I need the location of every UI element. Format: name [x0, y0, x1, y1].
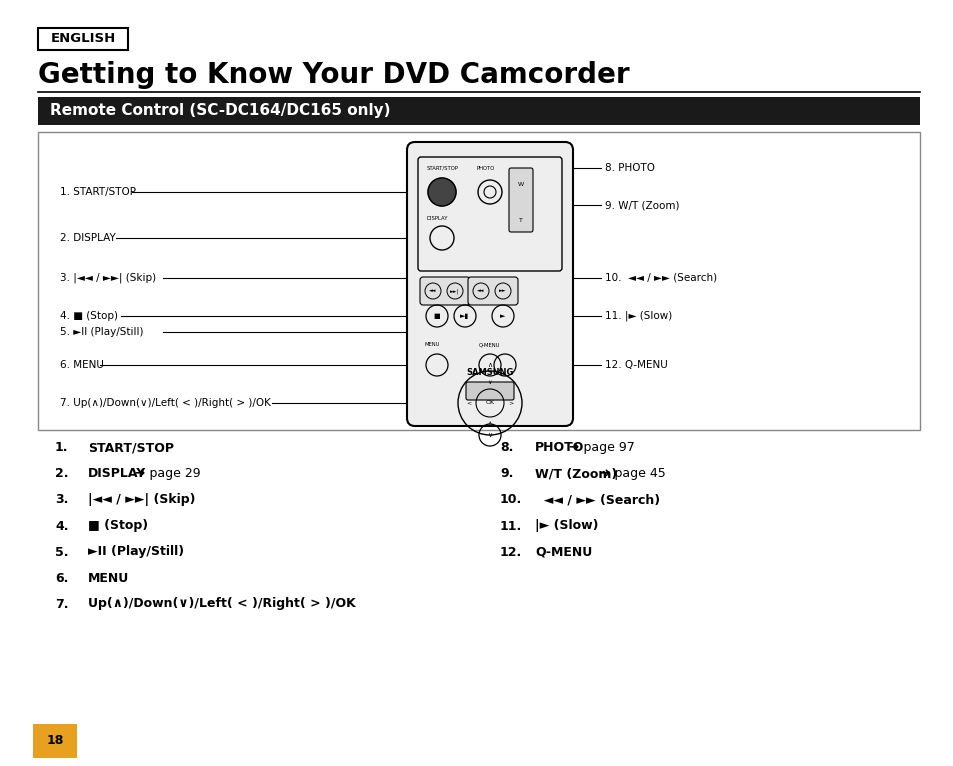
Text: ➜ page 29: ➜ page 29: [131, 467, 200, 480]
FancyBboxPatch shape: [465, 382, 514, 400]
Text: PHOTO: PHOTO: [476, 165, 495, 171]
Text: SAMSUNG: SAMSUNG: [466, 368, 513, 378]
FancyBboxPatch shape: [419, 277, 470, 305]
Text: 4.: 4.: [55, 519, 69, 532]
Text: OK: OK: [485, 401, 494, 405]
FancyBboxPatch shape: [468, 277, 517, 305]
Text: ∨: ∨: [487, 432, 492, 438]
Text: 6.: 6.: [55, 571, 69, 584]
Text: ►: ►: [499, 313, 505, 319]
Text: ∧: ∧: [487, 362, 492, 368]
Text: >: >: [508, 401, 513, 405]
Text: Q-MENU: Q-MENU: [478, 342, 500, 348]
Text: ►II (Play/Still): ►II (Play/Still): [88, 545, 184, 558]
Text: 8. PHOTO: 8. PHOTO: [604, 163, 655, 173]
FancyBboxPatch shape: [417, 157, 561, 271]
Text: ➜ page 45: ➜ page 45: [596, 467, 665, 480]
Text: W: W: [517, 182, 523, 186]
Text: 18: 18: [47, 735, 64, 748]
Text: PHOTO: PHOTO: [535, 441, 584, 454]
Text: Q-MENU: Q-MENU: [535, 545, 592, 558]
Text: START/STOP: START/STOP: [88, 441, 173, 454]
Text: W/T (Zoom): W/T (Zoom): [535, 467, 617, 480]
Bar: [38, 132, 919, 430]
Text: ◄◄ / ►► (Search): ◄◄ / ►► (Search): [535, 493, 659, 506]
Text: ENGLISH: ENGLISH: [51, 32, 115, 45]
Text: ◄◄: ◄◄: [429, 289, 436, 293]
Bar: [38, 28, 128, 50]
Bar: [33, 724, 77, 758]
Text: ■ (Stop): ■ (Stop): [88, 519, 148, 532]
Text: 2.: 2.: [55, 467, 69, 480]
Text: T: T: [518, 218, 522, 222]
Text: |◄◄ / ►►| (Skip): |◄◄ / ►►| (Skip): [88, 493, 195, 506]
Text: 8.: 8.: [499, 441, 513, 454]
Text: ∧: ∧: [487, 421, 492, 427]
Text: 10.  ◄◄ / ►► (Search): 10. ◄◄ / ►► (Search): [604, 273, 717, 283]
Text: Up(∧)/Down(∨)/Left( < )/Right( > )/OK: Up(∧)/Down(∨)/Left( < )/Right( > )/OK: [88, 597, 355, 611]
Text: START/STOP: START/STOP: [427, 165, 458, 171]
Text: 9.: 9.: [499, 467, 513, 480]
Text: ►►: ►►: [498, 289, 506, 293]
Text: MENU: MENU: [88, 571, 129, 584]
Text: 11. |► (Slow): 11. |► (Slow): [604, 311, 672, 321]
Text: ■: ■: [434, 313, 440, 319]
FancyBboxPatch shape: [407, 142, 573, 426]
Text: ►►|: ►►|: [450, 288, 459, 293]
Text: 10.: 10.: [499, 493, 521, 506]
Text: 4. ■ (Stop): 4. ■ (Stop): [60, 311, 118, 321]
Text: 12.: 12.: [499, 545, 521, 558]
Text: |► (Slow): |► (Slow): [535, 519, 598, 532]
Text: ∨: ∨: [487, 380, 492, 385]
Text: 9. W/T (Zoom): 9. W/T (Zoom): [604, 200, 679, 210]
Text: Remote Control (SC-DC164/DC165 only): Remote Control (SC-DC164/DC165 only): [50, 103, 390, 119]
Text: 3. |◄◄ / ►►| (Skip): 3. |◄◄ / ►►| (Skip): [60, 273, 156, 283]
Text: 7.: 7.: [55, 597, 69, 611]
Text: ◄◄: ◄◄: [476, 289, 484, 293]
Text: 5.: 5.: [55, 545, 69, 558]
Text: 11.: 11.: [499, 519, 521, 532]
Text: Getting to Know Your DVD Camcorder: Getting to Know Your DVD Camcorder: [38, 61, 629, 89]
Text: 7. Up(∧)/Down(∨)/Left( < )/Right( > )/OK: 7. Up(∧)/Down(∨)/Left( < )/Right( > )/OK: [60, 398, 271, 408]
Text: 1. START/STOP: 1. START/STOP: [60, 187, 136, 197]
Text: ►▮: ►▮: [460, 313, 469, 319]
FancyBboxPatch shape: [509, 168, 533, 232]
Text: DISPLAY: DISPLAY: [427, 215, 448, 221]
Text: 12. Q-MENU: 12. Q-MENU: [604, 360, 667, 370]
Bar: [38, 97, 919, 125]
Text: 3.: 3.: [55, 493, 69, 506]
Circle shape: [428, 178, 456, 206]
Text: 6. MENU: 6. MENU: [60, 360, 104, 370]
Text: <: <: [466, 401, 472, 405]
Text: ➜ page 97: ➜ page 97: [565, 441, 635, 454]
Text: 1.: 1.: [55, 441, 69, 454]
Text: 2. DISPLAY: 2. DISPLAY: [60, 233, 115, 243]
Text: 5. ►II (Play/Still): 5. ►II (Play/Still): [60, 327, 143, 337]
Text: DISPLAY: DISPLAY: [88, 467, 146, 480]
Text: MENU: MENU: [424, 342, 440, 348]
